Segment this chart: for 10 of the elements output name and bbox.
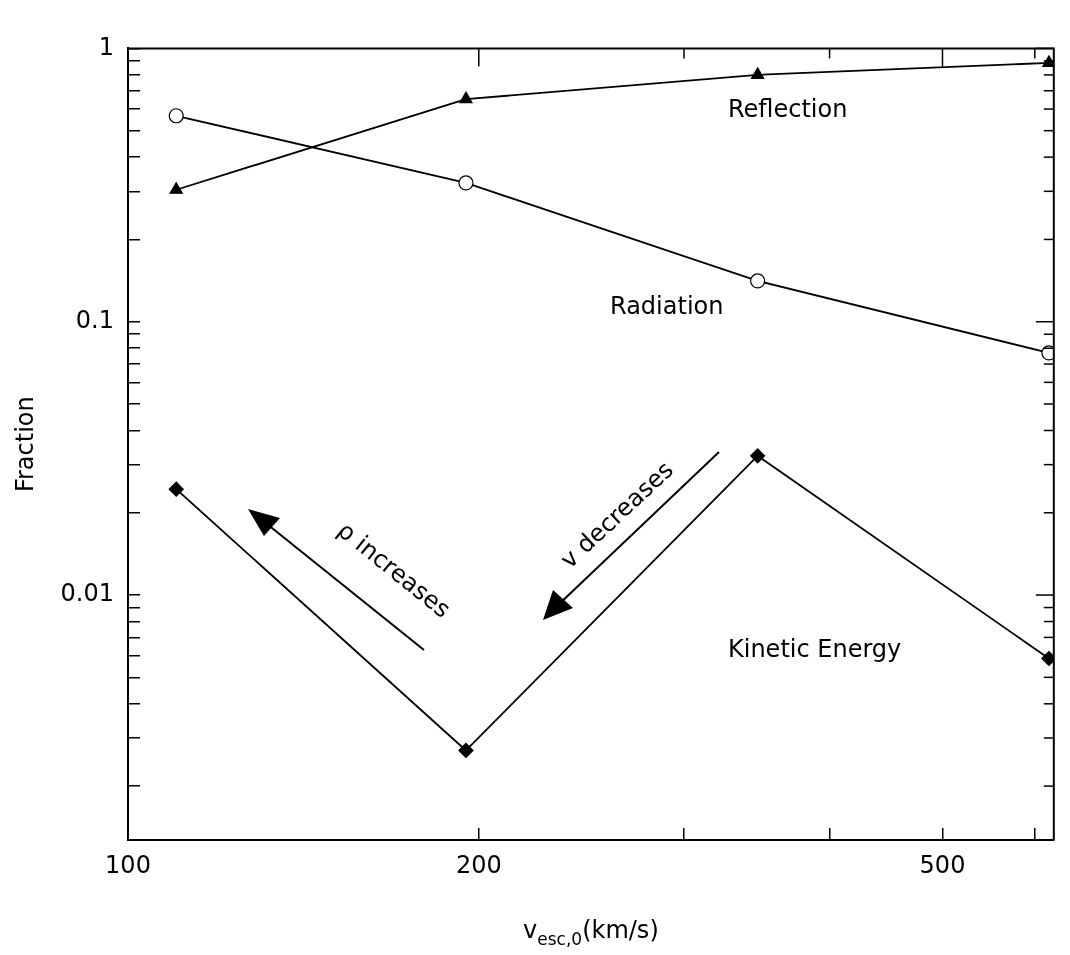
y-tick-label: 0.1 [75,305,114,334]
series-label: Radiation [610,292,724,321]
y-tick-label: 0.01 [60,579,114,608]
x-tick-label: 200 [455,850,502,879]
text: Kinetic Energy [728,635,902,664]
series-label: Reflection [728,95,848,124]
y-tick-label: 1 [98,32,114,61]
y-axis-title: Fraction [10,396,39,493]
x-tick-label: 100 [105,850,151,879]
x-tick-label: 500 [919,850,966,879]
